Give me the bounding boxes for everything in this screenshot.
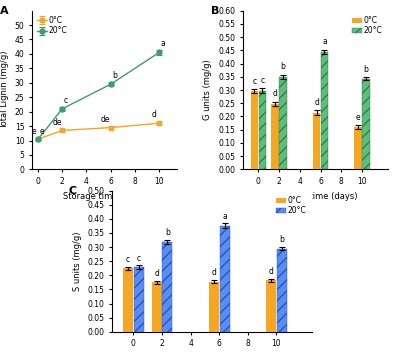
Text: b: b (279, 235, 284, 244)
Bar (313, 113, 320, 169)
Text: e: e (39, 127, 44, 136)
Bar (258, 91, 266, 169)
Bar (266, 280, 276, 332)
Text: d: d (211, 268, 216, 277)
Legend: 0°C, 20°C: 0°C, 20°C (275, 195, 308, 217)
Text: e: e (32, 127, 37, 136)
Bar (134, 268, 144, 332)
Bar (220, 226, 230, 332)
Text: B: B (211, 6, 219, 16)
Text: d: d (268, 267, 273, 276)
Y-axis label: S units (mg/g): S units (mg/g) (73, 232, 82, 291)
Text: d: d (152, 110, 157, 119)
Text: a: a (322, 37, 327, 46)
Text: b: b (280, 62, 286, 71)
Text: de: de (53, 118, 62, 127)
Text: a: a (222, 211, 227, 221)
Text: d: d (273, 90, 278, 98)
Text: c: c (252, 77, 256, 86)
Legend: 0°C, 20°C: 0°C, 20°C (351, 14, 384, 37)
Legend: 0°C, 20°C: 0°C, 20°C (36, 14, 69, 37)
Text: A: A (0, 6, 9, 16)
Bar (362, 79, 370, 169)
Bar (152, 282, 162, 332)
Bar (123, 268, 133, 332)
Text: a: a (160, 39, 165, 48)
Bar (279, 77, 286, 169)
Text: C: C (68, 186, 76, 196)
X-axis label: Storage time (days): Storage time (days) (63, 192, 146, 201)
Bar (162, 242, 172, 332)
Bar (354, 127, 362, 169)
Bar (209, 282, 219, 332)
Text: d: d (154, 269, 159, 278)
Text: de: de (101, 115, 111, 124)
Text: e: e (356, 113, 360, 122)
Text: c: c (260, 76, 264, 85)
Text: b: b (165, 228, 170, 237)
Text: b: b (112, 71, 117, 80)
Bar (277, 249, 287, 332)
Text: c: c (64, 96, 68, 105)
Text: d: d (314, 98, 319, 107)
Y-axis label: G units (mg/g): G units (mg/g) (204, 60, 212, 120)
Bar (251, 91, 258, 169)
Text: c: c (137, 254, 141, 263)
X-axis label: Storage time (days): Storage time (days) (274, 192, 357, 201)
Text: b: b (364, 65, 368, 74)
Bar (321, 52, 328, 169)
Bar (272, 104, 279, 169)
Y-axis label: Total Lignin (mg/g): Total Lignin (mg/g) (0, 51, 9, 129)
Text: c: c (126, 255, 130, 264)
